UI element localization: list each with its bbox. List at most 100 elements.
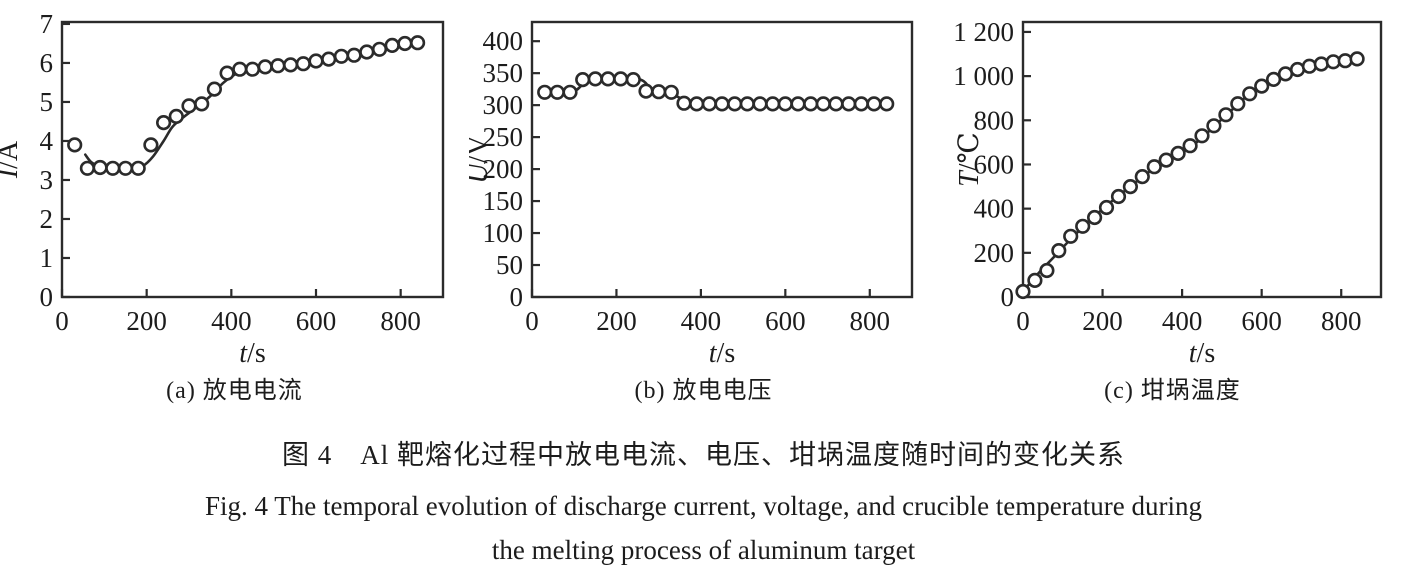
y-axis-label: I/A (0, 140, 24, 179)
data-point (1206, 118, 1222, 134)
y-tick-label: 150 (483, 186, 524, 216)
x-axis-label: t/s (709, 338, 735, 368)
y-tick-label: 1 200 (953, 17, 1014, 47)
data-point (777, 96, 793, 112)
y-axis-label: T/℃ (954, 132, 985, 187)
data-point (790, 96, 806, 112)
y-axis-label: U/V (469, 135, 494, 183)
x-axis-label: t/s (1189, 338, 1215, 368)
figure-caption-english-line1: Fig. 4 The temporal evolution of dischar… (205, 491, 1202, 521)
figure-caption-chinese: 图 4 Al 靶熔化过程中放电电流、电压、坩埚温度随时间的变化关系 (282, 440, 1125, 470)
data-point (232, 61, 248, 77)
data-point (333, 48, 350, 64)
data-point (257, 59, 273, 75)
data-point (1182, 138, 1198, 154)
data-point (359, 44, 375, 60)
data-point (1349, 51, 1365, 67)
chart-c-subcaption: (c) 坩埚温度 (1104, 378, 1241, 404)
y-tick-label: 2 (40, 204, 54, 234)
data-point (1122, 179, 1138, 195)
plot-box (1021, 20, 1383, 299)
data-point (1218, 107, 1234, 123)
x-tick-label: 200 (596, 306, 637, 336)
chart-panel-a: 0 200 400 600 800 0 1 2 3 4 5 6 7 t/s I/A (a) 放电电流 (0, 0, 469, 405)
data-point (371, 41, 388, 57)
data-point (308, 53, 324, 69)
x-tick-label: 0 (1016, 306, 1030, 336)
data-point (1146, 159, 1162, 175)
data-point (346, 47, 362, 63)
y-tick-label: 7 (40, 9, 54, 39)
x-tick-label: 800 (380, 306, 421, 336)
data-point (575, 71, 591, 88)
x-tick-label: 600 (296, 306, 337, 336)
data-points (537, 71, 895, 112)
data-point (1337, 53, 1353, 69)
data-point (1027, 272, 1043, 289)
y-tick-label: 1 (40, 243, 54, 273)
data-point (410, 35, 426, 51)
data-point (295, 56, 311, 72)
data-point (739, 96, 755, 112)
y-tick-label: 50 (496, 250, 523, 280)
data-point (879, 96, 895, 112)
y-tick-label: 400 (974, 194, 1015, 224)
y-tick-label: 350 (483, 58, 524, 88)
data-point (689, 96, 705, 112)
data-point (701, 96, 717, 112)
data-points (67, 35, 426, 176)
y-tick-label: 5 (40, 87, 54, 117)
x-tick-label: 800 (850, 306, 891, 336)
x-tick-label: 800 (1321, 306, 1362, 336)
data-point (1170, 145, 1186, 161)
y-tick-label: 6 (40, 48, 54, 78)
x-axis-label: t/s (239, 338, 265, 368)
fit-line (1021, 57, 1361, 293)
chart-b-discharge-voltage-plot: 0 200 400 600 800050100150200250300350400t/s… (469, 20, 914, 368)
plot-box (60, 20, 445, 299)
data-point (803, 96, 819, 112)
data-point (663, 84, 679, 100)
data-point (587, 71, 603, 87)
y-axis: 0 200 400 600 800 1 000 1 200 (953, 17, 1031, 312)
fit-line (83, 41, 421, 170)
y-tick-label: 200 (483, 154, 524, 184)
data-point (613, 71, 629, 87)
data-point (1087, 209, 1103, 226)
data-point (1015, 283, 1031, 300)
data-point (1242, 86, 1258, 102)
y-tick-label: 200 (974, 238, 1015, 268)
data-point (853, 96, 869, 112)
data-point (765, 96, 781, 112)
data-point (219, 65, 235, 81)
data-point (1194, 128, 1210, 144)
data-point (1051, 243, 1067, 259)
data-point (1063, 228, 1079, 244)
data-point (1110, 188, 1127, 205)
data-point (194, 96, 210, 112)
data-point (168, 108, 184, 124)
data-point (752, 96, 768, 112)
data-point (105, 160, 121, 176)
data-point (815, 96, 831, 112)
chart-c-crucible-temperature-plot: 0 200 400 600 800 0 200 400 600 800 1 000 1 200 t/s T… (953, 17, 1383, 368)
figure-caption-english-line2: the melting process of aluminum target (491, 535, 916, 565)
chart-panel-c: 0 200 400 600 800 0 200 400 600 800 1 000 1 200 t/s T… (938, 0, 1407, 405)
data-point (117, 160, 134, 176)
data-point (638, 83, 654, 99)
data-point (625, 71, 641, 88)
y-tick-label: 0 (1001, 282, 1015, 312)
data-point (67, 137, 83, 153)
data-point (384, 37, 400, 54)
data-point (600, 71, 616, 87)
chart-panel-b: 0 200 400 600 800 0 50 100 150 200 250 300 350 400 t/s… (469, 0, 938, 405)
charts-row: 0 200 400 600 800 0 1 2 3 4 5 6 7 t/s I/A (a) 放电电流 0 20… (0, 0, 1407, 405)
data-point (321, 51, 337, 67)
data-point (270, 58, 286, 74)
data-point (651, 84, 667, 100)
data-point (1039, 262, 1055, 279)
x-axis: 0 200 400 600 800 (55, 289, 421, 336)
data-point (1075, 218, 1091, 234)
data-point (828, 96, 844, 112)
